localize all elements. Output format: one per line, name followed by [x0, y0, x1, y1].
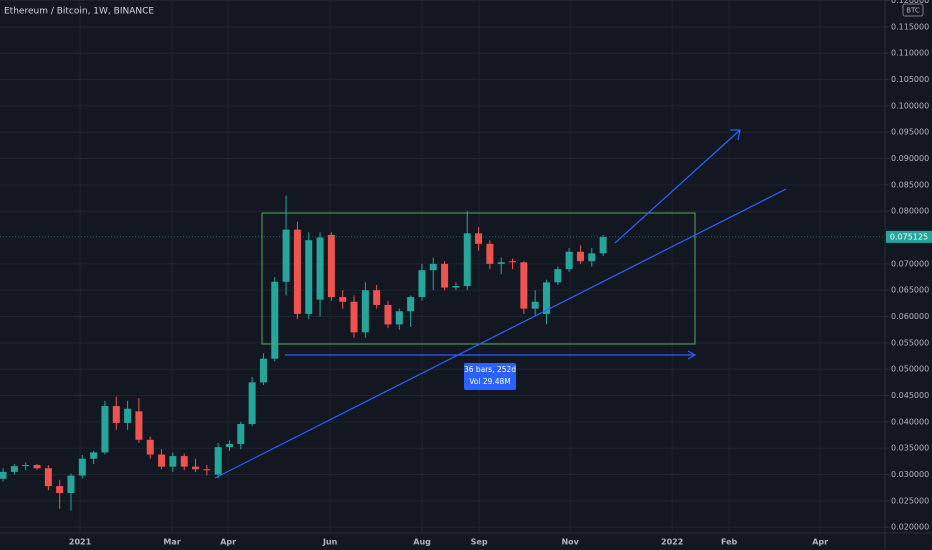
candle-body: [407, 297, 415, 312]
y-tick-label: 0.110000: [891, 49, 929, 58]
y-tick-label: 0.055000: [891, 338, 929, 347]
candle-body: [282, 229, 290, 282]
candle-body: [293, 229, 301, 314]
projection-arrow: [614, 129, 741, 244]
candle-body: [339, 297, 347, 302]
candle-body: [33, 465, 41, 469]
candle-body: [237, 423, 245, 444]
candle-body: [475, 233, 483, 244]
candle-body: [576, 251, 584, 262]
y-tick-label: 0.105000: [891, 75, 929, 84]
candle-body: [418, 270, 426, 298]
candle-body: [22, 465, 30, 467]
candle-body: [361, 290, 369, 333]
x-tick-label: 2021: [69, 538, 92, 547]
candle-body: [497, 262, 505, 264]
measure-volume: Vol 29.48M: [469, 377, 511, 386]
candle-body: [486, 243, 494, 264]
last-price-badge: [886, 230, 932, 243]
x-tick-label: Nov: [561, 538, 579, 547]
candle-body: [146, 439, 154, 455]
chart-title: Ethereum / Bitcoin, 1W, BINANCE: [4, 7, 154, 17]
candle-body: [531, 301, 539, 309]
candle-body: [78, 458, 86, 476]
last-price-label: 0.075125: [890, 232, 928, 241]
candle-body: [373, 290, 381, 305]
candle-body: [180, 456, 188, 467]
x-tick-label: Aug: [413, 538, 431, 547]
measure-label-box: [464, 363, 516, 390]
candle-body: [554, 269, 562, 283]
y-tick-label: 0.020000: [891, 523, 929, 532]
candle-body: [67, 475, 75, 493]
candle-body: [10, 466, 18, 472]
candle-body: [135, 411, 143, 440]
candle-body: [599, 237, 607, 254]
y-tick-label: 0.065000: [891, 286, 929, 295]
candle-body: [441, 263, 449, 288]
candle-body: [429, 263, 437, 271]
x-tick-label: 2022: [661, 538, 683, 547]
candle-body: [56, 486, 64, 493]
y-tick-label: 0.025000: [891, 496, 929, 505]
candle-body: [463, 233, 471, 286]
x-tick-label: Apr: [812, 538, 828, 547]
candle-body: [225, 443, 233, 448]
candle-body: [350, 301, 358, 333]
trend-line: [214, 188, 787, 479]
candle-body: [509, 261, 517, 263]
candle-body: [192, 466, 200, 470]
x-tick-label: Apr: [220, 538, 236, 547]
y-tick-label: 0.085000: [891, 180, 929, 189]
candle-body: [214, 447, 222, 475]
candle-body: [327, 234, 335, 298]
y-tick-label: 0.120000: [891, 0, 929, 5]
axes: 0.020000 0.025000 0.030000 0.035000 0.040000…: [69, 0, 932, 547]
candle-body: [305, 240, 313, 314]
measure-arrowhead: [687, 350, 697, 360]
y-tick-label: 0.060000: [891, 312, 929, 321]
candle-body: [316, 237, 324, 300]
y-tick-label: 0.080000: [891, 207, 929, 216]
x-tick-label: Feb: [721, 538, 738, 547]
currency-badge-box: [902, 3, 924, 17]
candle-body: [169, 456, 177, 467]
y-tick-label: 0.115000: [891, 22, 929, 31]
y-tick-label: 0.040000: [891, 417, 929, 426]
candle-body: [565, 251, 573, 270]
candles: [0, 195, 885, 511]
y-tick-label: 0.070000: [891, 259, 929, 268]
candle-body: [452, 285, 460, 288]
x-tick-label: Jun: [322, 538, 338, 547]
candle-body: [259, 358, 267, 383]
candle-body: [90, 452, 98, 459]
currency-badge: BTC: [906, 7, 920, 15]
candle-body: [588, 253, 596, 262]
y-tick-label: 0.035000: [891, 444, 929, 453]
y-tick-label: 0.045000: [891, 391, 929, 400]
y-tick-label: 0.100000: [891, 101, 929, 110]
candle-body: [203, 469, 211, 471]
candle-body: [112, 406, 120, 423]
y-tick-label: 0.095000: [891, 128, 929, 137]
y-tick-label: 0.050000: [891, 365, 929, 374]
x-tick-label: Mar: [163, 538, 180, 547]
candle-body: [44, 468, 52, 487]
candle-body: [520, 262, 528, 309]
candle-body: [0, 471, 7, 479]
candle-body: [271, 281, 279, 359]
candle-body: [542, 282, 550, 314]
candle-body: [158, 454, 166, 467]
y-tick-label: 0.030000: [891, 470, 929, 479]
candle-body: [248, 382, 256, 424]
candle-body: [384, 304, 392, 325]
candle-body: [395, 311, 403, 325]
y-tick-label: 0.090000: [891, 154, 929, 163]
candle-body: [101, 406, 109, 453]
measure-bars: 36 bars, 252d: [464, 365, 516, 374]
x-tick-label: Sep: [471, 538, 488, 547]
candle-body: [124, 408, 132, 423]
projection-arrowhead: [730, 129, 741, 141]
